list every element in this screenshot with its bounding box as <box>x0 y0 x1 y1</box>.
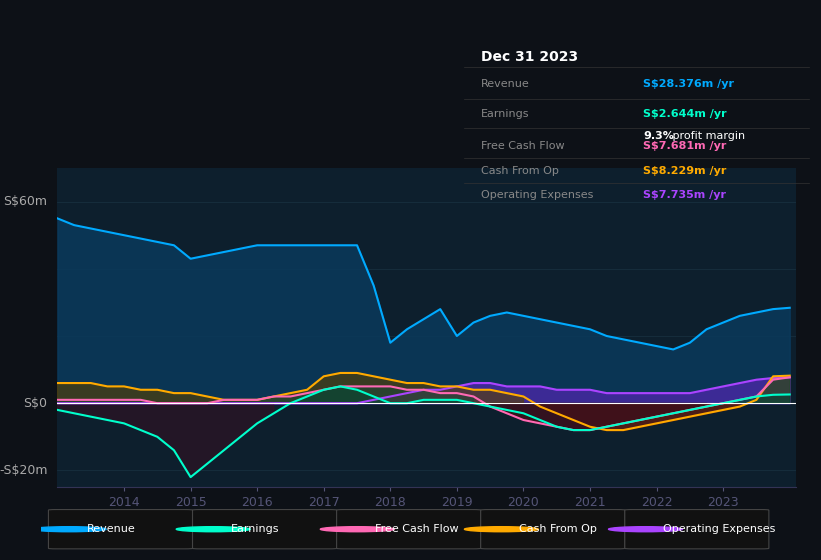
Text: S$28.376m /yr: S$28.376m /yr <box>643 79 734 89</box>
Text: S$7.681m /yr: S$7.681m /yr <box>643 141 727 151</box>
Circle shape <box>177 526 250 532</box>
FancyBboxPatch shape <box>625 510 769 549</box>
Text: Free Cash Flow: Free Cash Flow <box>481 141 565 151</box>
Text: -S$20m: -S$20m <box>0 464 48 477</box>
Circle shape <box>32 526 106 532</box>
Text: Revenue: Revenue <box>481 79 530 89</box>
Circle shape <box>608 526 682 532</box>
FancyBboxPatch shape <box>337 510 481 549</box>
Text: Earnings: Earnings <box>231 524 279 534</box>
Text: S$60m: S$60m <box>3 195 48 208</box>
Text: 9.3%: 9.3% <box>643 131 674 141</box>
Text: Dec 31 2023: Dec 31 2023 <box>481 50 578 64</box>
Text: Revenue: Revenue <box>87 524 135 534</box>
Text: Earnings: Earnings <box>481 109 530 119</box>
Text: S$2.644m /yr: S$2.644m /yr <box>643 109 727 119</box>
FancyBboxPatch shape <box>481 510 625 549</box>
Text: S$8.229m /yr: S$8.229m /yr <box>643 166 727 176</box>
Text: S$7.735m /yr: S$7.735m /yr <box>643 190 726 200</box>
Text: Operating Expenses: Operating Expenses <box>481 190 594 200</box>
Circle shape <box>465 526 539 532</box>
Text: Operating Expenses: Operating Expenses <box>663 524 776 534</box>
Text: Free Cash Flow: Free Cash Flow <box>375 524 459 534</box>
FancyBboxPatch shape <box>48 510 192 549</box>
Text: S$0: S$0 <box>24 396 48 410</box>
Text: Cash From Op: Cash From Op <box>481 166 559 176</box>
FancyBboxPatch shape <box>192 510 337 549</box>
Text: Cash From Op: Cash From Op <box>519 524 597 534</box>
Text: profit margin: profit margin <box>669 131 745 141</box>
Circle shape <box>320 526 394 532</box>
